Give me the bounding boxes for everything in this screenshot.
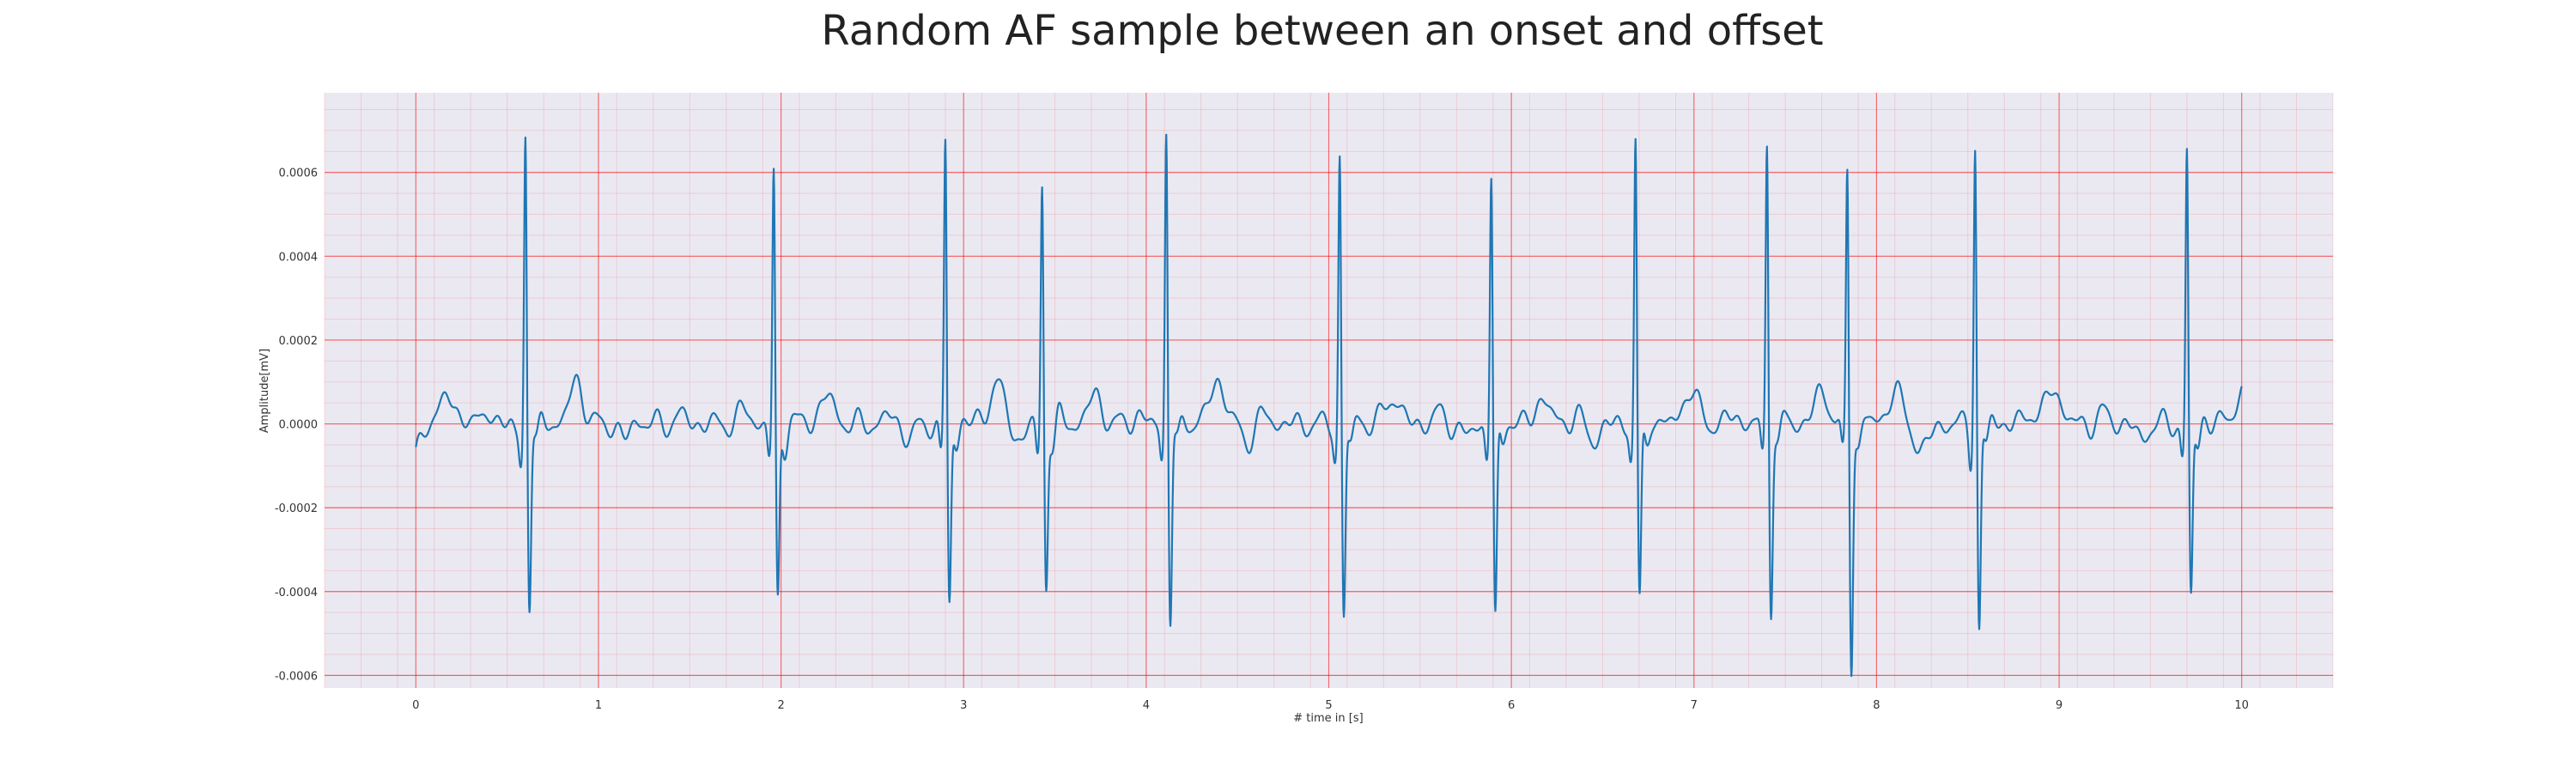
x-tick-label: 2	[777, 699, 784, 712]
y-tick-labels: -0.0006 -0.0004 -0.0002 0.0000 0.0002 0.0004 0…	[275, 167, 318, 684]
major-grid	[325, 93, 2333, 688]
ecg-line	[415, 133, 2243, 678]
x-tick-label: 1	[595, 699, 602, 712]
y-tick-label: 0.0002	[279, 335, 319, 348]
x-tick-label: 3	[960, 699, 967, 712]
x-tick-label: 4	[1143, 699, 1150, 712]
y-tick-label: 0.0004	[279, 251, 319, 264]
y-axis-label: Amplitude[mV]	[258, 349, 271, 433]
x-tick-labels: 0 1 2 3 4 5 6 7 8 9 10	[412, 699, 2249, 712]
x-tick-label: 6	[1508, 699, 1515, 712]
y-tick-label: -0.0006	[275, 670, 318, 683]
x-tick-label: 0	[412, 699, 419, 712]
chart-title: Random AF sample between an onset and of…	[821, 7, 1823, 55]
y-tick-label: 0.0000	[279, 419, 319, 432]
x-axis-label: # time in [s]	[1293, 712, 1363, 725]
x-tick-label: 7	[1691, 699, 1698, 712]
y-tick-label: -0.0002	[275, 502, 318, 515]
x-tick-label: 10	[2234, 699, 2249, 712]
x-tick-label: 8	[1873, 699, 1880, 712]
y-tick-label: 0.0006	[279, 167, 319, 180]
ecg-series	[415, 133, 2243, 678]
y-tick-label: -0.0004	[275, 587, 318, 600]
x-tick-label: 9	[2056, 699, 2063, 712]
x-tick-label: 5	[1325, 699, 1332, 712]
